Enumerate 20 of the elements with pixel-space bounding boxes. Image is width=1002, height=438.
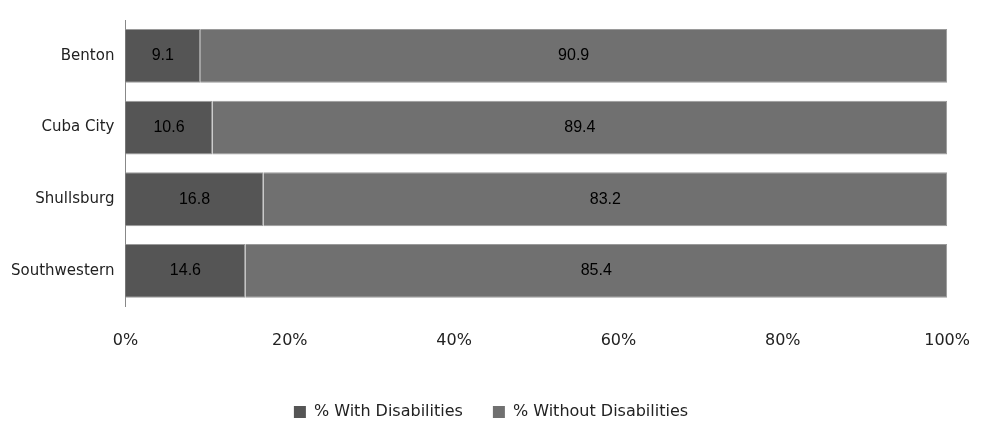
x-tick-label: 0% [112, 329, 139, 349]
data-label: 16.8 [178, 189, 211, 207]
data-label: 85.4 [580, 261, 612, 279]
x-tick-label: 60% [600, 329, 637, 349]
data-label: 14.6 [169, 261, 202, 279]
data-label: 89.4 [564, 117, 596, 135]
legend-label: % Without Disabilities [512, 401, 689, 421]
data-label: 83.2 [589, 189, 621, 207]
y-tick-label: Benton [60, 45, 115, 64]
data-label: 10.6 [153, 117, 185, 135]
data-label: 90.9 [558, 46, 590, 64]
x-tick-label: 80% [765, 329, 801, 349]
y-tick-label: Shullsburg [35, 189, 115, 208]
x-tick-label: 100% [924, 329, 970, 349]
x-tick-label: 20% [271, 329, 308, 349]
legend-label: % With Disabilities [313, 401, 463, 421]
y-tick-label: Southwestern [10, 260, 115, 279]
x-tick-label: 40% [436, 329, 472, 349]
data-label: 9.1 [151, 46, 175, 64]
y-tick-label: Cuba City [41, 117, 115, 136]
